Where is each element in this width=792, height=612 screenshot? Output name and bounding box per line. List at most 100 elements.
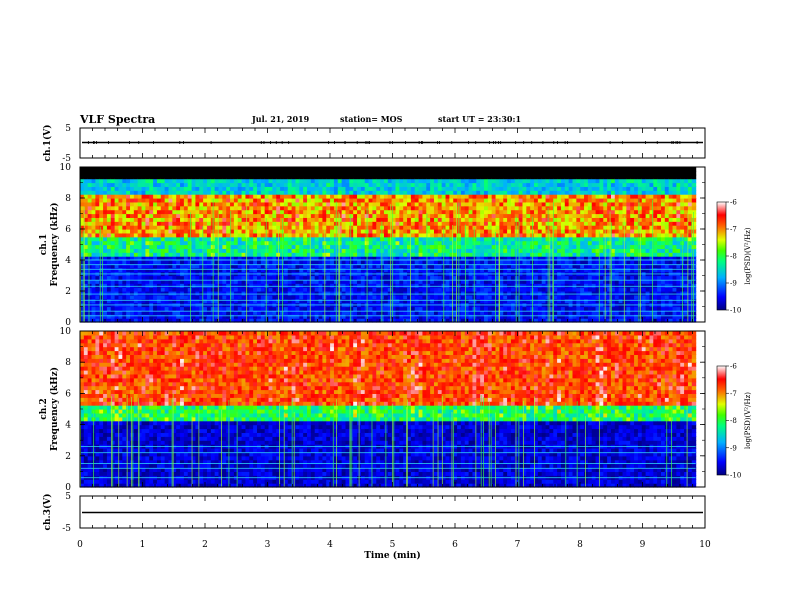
ch1-cell	[372, 213, 377, 218]
ch1-cell	[145, 174, 150, 180]
ch1-cell	[268, 229, 273, 234]
ch1-cell	[503, 167, 508, 172]
ch1-cell	[230, 310, 235, 315]
ch1-cell	[541, 186, 547, 191]
ch1-cell	[268, 252, 273, 257]
ch1-cell	[426, 217, 431, 222]
figure-title: VLF Spectra	[79, 113, 155, 126]
ch1-cell	[534, 291, 539, 296]
ch1-cell	[349, 201, 354, 207]
ch1-cell	[91, 318, 96, 323]
ch1-cell	[253, 252, 258, 257]
ch1-cell	[545, 178, 551, 184]
ch1-cell	[237, 209, 243, 215]
ch1-cell	[395, 205, 400, 211]
ch1-cell	[160, 248, 166, 253]
ch1-cell	[310, 263, 316, 269]
ch1-cell	[403, 314, 408, 319]
ch1-cell	[349, 170, 354, 176]
ch1-cell	[407, 287, 412, 292]
ch1-cell	[464, 248, 470, 253]
ch1-cell	[168, 201, 173, 207]
ch1-cell	[149, 263, 154, 269]
ch1-cell	[353, 310, 358, 315]
ch1-cell	[126, 240, 131, 246]
ch1-cell	[164, 221, 170, 226]
ch1-cell	[395, 190, 400, 195]
ch1-cell	[514, 256, 520, 261]
ch1-cell	[141, 306, 147, 311]
ch1-cell	[453, 205, 458, 211]
ch1-cell	[249, 306, 254, 311]
ch1-cell	[303, 291, 308, 296]
ch1-cell	[256, 229, 262, 234]
ch1-cell	[318, 318, 324, 323]
ch1-cell	[380, 232, 385, 238]
ch1-cell	[360, 310, 366, 315]
ch1-cell	[345, 213, 350, 218]
ch1-cell	[137, 275, 143, 280]
ch1-cell	[372, 240, 377, 246]
ch1-cell	[410, 267, 416, 273]
ch1-cell	[472, 194, 477, 199]
ch1-cell	[156, 287, 162, 292]
ch1-cell	[87, 310, 93, 315]
ch1-cell	[268, 267, 273, 273]
ch1-cell	[326, 294, 331, 300]
ch1-cell	[476, 190, 481, 195]
ch1-cell	[241, 314, 247, 319]
ch1-cell	[503, 198, 508, 203]
ch1-cell	[272, 186, 277, 191]
ch1-cell	[503, 182, 508, 187]
ch1-cell	[307, 225, 312, 230]
ch1-cell	[426, 174, 431, 180]
ch1-cell	[245, 213, 250, 218]
ch1-cell	[91, 283, 96, 288]
ch1-cell	[514, 232, 520, 238]
ch1-cell	[195, 221, 200, 226]
ch1-cell	[507, 318, 512, 323]
ch1-cell	[499, 310, 504, 315]
ch1-cell	[318, 174, 324, 180]
ch1-cell	[326, 174, 331, 180]
ch1-cell	[357, 291, 362, 296]
ch1-cell	[233, 318, 239, 323]
ch1-cell	[133, 318, 139, 323]
ch1-cell	[503, 186, 508, 191]
ch1-cell	[114, 306, 120, 311]
ch1-cell	[80, 263, 85, 269]
ch1-cell	[399, 194, 404, 199]
ch1-cell	[541, 205, 547, 211]
ch1-cell	[310, 236, 316, 242]
ch1-cell	[233, 263, 239, 269]
ch1-cell	[160, 209, 166, 215]
ch1-cell	[114, 283, 120, 288]
ch1-cell	[514, 190, 520, 195]
ch1-cell	[218, 279, 223, 284]
ch1-cell	[487, 240, 493, 246]
ch1-cell	[368, 167, 374, 172]
ch1-cell	[522, 267, 527, 273]
ch1-cell	[495, 252, 500, 257]
ch1-cell	[80, 170, 85, 176]
ch1-cell	[137, 221, 143, 226]
ch1-cell	[449, 256, 454, 261]
ch1-cell	[95, 194, 100, 199]
ch1-cell	[176, 205, 181, 211]
ch1-cell	[256, 294, 262, 300]
ch1-cell	[457, 248, 462, 253]
ch1-cell	[83, 260, 89, 265]
ch1-cell	[430, 225, 435, 230]
ch1-cell	[260, 244, 266, 249]
ch1-cell	[233, 306, 239, 311]
ch1-cell	[491, 182, 497, 187]
ch1-cell	[395, 248, 400, 253]
ch1-cell	[291, 240, 297, 246]
ch1-cell	[122, 205, 127, 211]
ch1-cell	[264, 167, 270, 172]
ch1-cell	[195, 229, 200, 234]
ch1-cell	[330, 194, 335, 199]
ch1-cell	[126, 267, 131, 273]
ch1-cell	[314, 310, 320, 315]
ch1-cell	[460, 263, 466, 269]
